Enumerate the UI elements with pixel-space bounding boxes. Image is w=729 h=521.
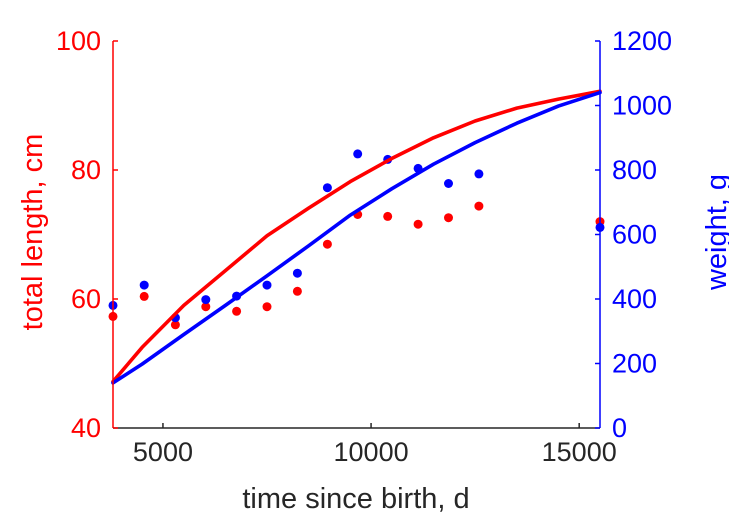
x-tick-label: 10000: [334, 437, 409, 467]
weight-data-point: [322, 183, 332, 193]
length-data-point: [262, 302, 272, 312]
x-tick-label: 15000: [542, 437, 617, 467]
weight-data-point: [262, 280, 272, 290]
weight-fit-line: [111, 90, 602, 385]
length-data-point: [232, 306, 242, 316]
length-data-point: [292, 286, 302, 296]
weight-data-point: [292, 268, 302, 278]
right-y-tick-label: 1000: [612, 91, 672, 121]
right-y-tick-label: 1200: [612, 26, 672, 56]
length-data-point: [413, 219, 423, 229]
x-axis-label: time since birth, d: [242, 483, 469, 515]
weight-data-point: [474, 169, 484, 179]
length-data-point: [170, 320, 180, 330]
left-y-tick-label: 100: [56, 26, 101, 56]
left-y-tick-label: 60: [71, 284, 101, 314]
right-y-tick-label: 400: [612, 284, 657, 314]
left-y-tick-label: 80: [71, 155, 101, 185]
right-y-axis-label: weight, g: [701, 174, 729, 291]
weight-data-point: [139, 280, 149, 290]
length-data-point: [139, 291, 149, 301]
right-y-tick-label: 200: [612, 349, 657, 379]
length-data-point: [201, 302, 211, 312]
length-data-point: [444, 213, 453, 223]
length-data-point: [322, 239, 332, 249]
length-data-point: [383, 211, 393, 221]
right-y-tick-label: 0: [612, 413, 627, 443]
chart-marks: [108, 89, 605, 385]
left-y-axis-label: total length, cm: [17, 134, 49, 331]
weight-data-point: [201, 295, 211, 305]
weight-data-point: [353, 149, 363, 159]
left-y-tick-label: 40: [71, 413, 101, 443]
weight-data-point: [444, 179, 453, 188]
right-y-tick-label: 800: [612, 155, 657, 185]
length-fit-line: [111, 89, 602, 384]
right-y-tick-label: 600: [612, 220, 657, 250]
x-tick-label: 5000: [133, 437, 193, 467]
length-data-point: [474, 201, 484, 211]
chart-labels: time since birth, d total length, cm wei…: [17, 134, 729, 515]
